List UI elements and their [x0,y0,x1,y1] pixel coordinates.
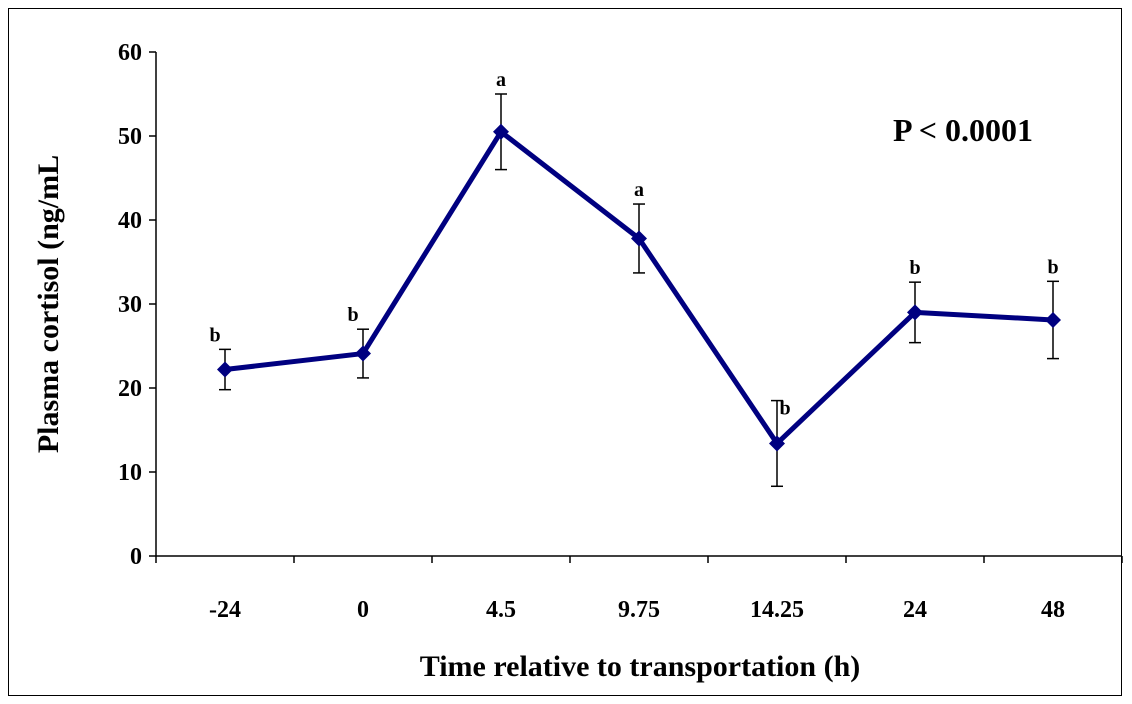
x-tick-label: 14.25 [750,597,804,623]
x-tick-label: 48 [1041,597,1065,623]
y-ticks: 0 10 20 30 40 50 60 [118,40,156,570]
data-point-marker [493,123,509,140]
x-tick-label: 0 [357,597,369,623]
y-tick-label: 50 [118,124,142,150]
x-ticks: -24 0 4.5 9.75 14.25 24 48 [155,556,1123,623]
x-tick-label: 24 [903,597,927,623]
y-tick-label: 10 [118,460,142,486]
x-axis-title: Time relative to transportation (h) [420,650,861,683]
significance-letter: a [496,69,506,91]
data-point-marker [217,361,233,378]
chart-frame [8,8,1122,696]
y-tick-label: 40 [118,208,142,234]
significance-letter: b [1047,256,1058,278]
p-value-annotation: P < 0.0001 [893,112,1033,148]
y-axis-title: Plasma cortisol (ng/mL [32,155,65,453]
data-point-marker [1045,311,1061,328]
data-point-marker [355,345,371,362]
markers [217,123,1061,452]
y-tick-label: 20 [118,376,142,402]
significance-letter: b [209,324,220,346]
x-tick-label: -24 [209,597,241,623]
data-point-marker [907,304,923,321]
significance-letter: a [634,179,644,201]
data-point-marker [769,435,785,452]
significance-letter: b [347,304,358,326]
error-bars [219,93,1059,488]
significance-letters: b b a a b b b [209,69,1058,420]
y-tick-label: 60 [118,40,142,66]
x-tick-label: 9.75 [618,597,660,623]
x-tick-label: 4.5 [486,597,516,623]
significance-letter: b [909,257,920,279]
y-tick-label: 0 [130,544,142,570]
data-point-marker [631,230,647,247]
significance-letter: b [779,398,790,420]
y-tick-label: 30 [118,292,142,318]
